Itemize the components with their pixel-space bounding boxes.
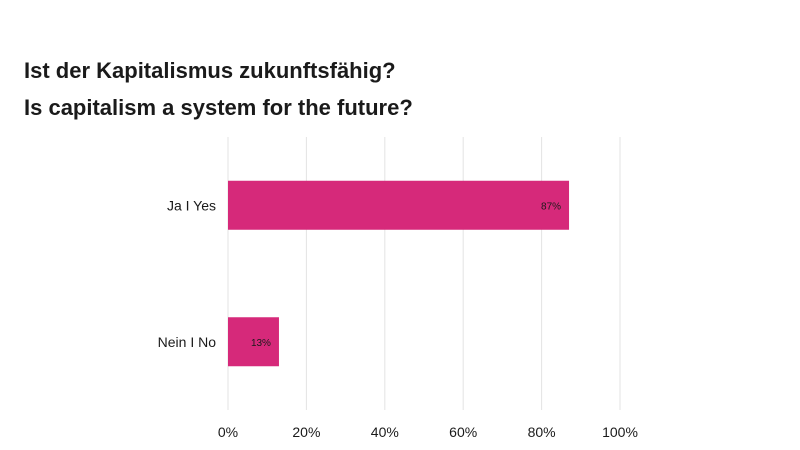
x-tick-label-40: 40% <box>371 424 399 440</box>
x-tick-label-60: 60% <box>449 424 477 440</box>
category-label-0: Ja I Yes <box>167 197 216 213</box>
data-label-1: 13% <box>251 338 271 349</box>
data-label-0: 87% <box>541 201 561 212</box>
gridlines <box>227 137 621 410</box>
bar-1 <box>228 317 279 367</box>
labels: 0% 20% 40% 60% 80% 100% Ja I Yes 87% Nein I No 13… <box>158 197 638 440</box>
bars <box>228 180 570 367</box>
category-label-1: Nein I No <box>158 334 217 350</box>
chart-title: Ist der Kapitalismus zukunftsfähig? <box>24 58 396 83</box>
x-tick-label-20: 20% <box>292 424 320 440</box>
x-tick-label-0: 0% <box>218 424 238 440</box>
x-tick-label-80: 80% <box>528 424 556 440</box>
chart-subtitle: Is capitalism a system for the future? <box>24 95 413 120</box>
x-tick-label-100: 100% <box>602 424 638 440</box>
bar-0 <box>228 180 570 230</box>
